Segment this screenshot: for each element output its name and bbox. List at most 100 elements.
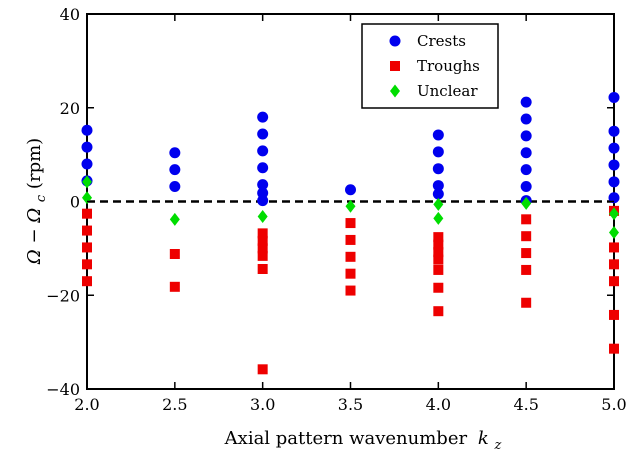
crests-point: [432, 180, 444, 192]
troughs-point: [169, 281, 180, 292]
x-tick-label: 2.5: [162, 395, 187, 414]
axis-ticks: 2.0 2.5 3.0 3.5 4.0 4.5 5.0 −40 −20 0 20 40: [46, 5, 626, 414]
legend: Crests Troughs Unclear: [361, 23, 499, 109]
legend-entry-unclear: Unclear: [390, 82, 478, 100]
crests-point: [520, 147, 532, 159]
y-axis-label-unit: (rpm): [24, 138, 45, 189]
troughs-point: [257, 235, 268, 246]
unclear-point: [433, 211, 444, 225]
unclear-point: [433, 197, 444, 211]
crests-point: [432, 163, 444, 175]
crests-point: [432, 188, 444, 200]
y-tick-label: 40: [60, 5, 80, 24]
troughs-point: [257, 243, 268, 254]
crests-point: [257, 162, 269, 174]
x-tick-label: 4.0: [426, 395, 451, 414]
troughs-point: [433, 306, 444, 317]
troughs-point: [521, 264, 532, 275]
series-unclear: [82, 175, 619, 239]
legend-marker-troughs: [390, 61, 400, 71]
troughs-point: [521, 214, 532, 225]
crests-point: [520, 164, 532, 176]
crests-point: [608, 125, 620, 137]
series-troughs: [82, 205, 619, 375]
crests-point: [608, 142, 620, 154]
y-tick-label: −40: [46, 380, 80, 399]
crests-point: [520, 113, 532, 125]
y-tick-label: −20: [46, 286, 80, 305]
crests-point: [432, 129, 444, 141]
troughs-point: [609, 309, 619, 320]
x-tick-label: 3.5: [338, 395, 363, 414]
troughs-point: [609, 276, 619, 287]
crests-point: [608, 192, 620, 204]
y-tick-label: 0: [70, 193, 80, 212]
x-axis-label: Axial pattern wavenumber k z: [224, 428, 502, 453]
unclear-point: [82, 175, 92, 189]
legend-entry-troughs: Troughs: [390, 57, 480, 75]
crests-point: [169, 147, 181, 159]
x-tick-label: 3.0: [250, 395, 275, 414]
troughs-point: [433, 282, 444, 293]
x-axis-label-subscript: z: [493, 438, 501, 453]
y-axis-label-main: Ω − Ω: [24, 208, 45, 265]
legend-box: [361, 23, 499, 109]
unclear-point: [169, 212, 180, 226]
crests-point: [257, 128, 269, 140]
troughs-point: [345, 218, 356, 229]
troughs-point: [433, 264, 444, 275]
unclear-point: [345, 199, 356, 213]
troughs-point: [433, 254, 444, 265]
crests-point: [81, 141, 93, 153]
crests-point: [520, 130, 532, 142]
troughs-point: [345, 251, 356, 262]
crests-point: [257, 179, 269, 191]
x-axis-label-symbol: k: [478, 428, 489, 449]
x-tick-label: 5.0: [601, 395, 626, 414]
troughs-point: [82, 259, 92, 270]
legend-entry-crests: Crests: [389, 32, 466, 50]
legend-label: Unclear: [417, 82, 478, 100]
troughs-point: [345, 268, 356, 279]
troughs-point: [82, 242, 92, 253]
x-tick-label: 2.0: [74, 395, 99, 414]
crests-point: [81, 158, 93, 170]
crests-point: [608, 159, 620, 171]
troughs-point: [521, 231, 532, 242]
y-axis-label: Ω − Ω c (rpm): [24, 138, 50, 265]
troughs-point: [521, 297, 532, 308]
troughs-point: [433, 247, 444, 258]
unclear-point: [609, 225, 619, 239]
troughs-point: [433, 232, 444, 243]
unclear-point: [257, 210, 268, 223]
crests-point: [608, 176, 620, 188]
data-markers: [81, 91, 620, 375]
troughs-point: [257, 264, 268, 274]
unclear-point: [521, 196, 532, 210]
legend-marker-unclear: [390, 84, 400, 98]
crests-point: [257, 111, 269, 123]
x-tick-label: 4.5: [513, 395, 538, 414]
troughs-point: [82, 208, 92, 219]
troughs-point: [609, 242, 619, 253]
legend-label: Troughs: [417, 57, 480, 75]
troughs-point: [609, 259, 619, 270]
troughs-point: [82, 225, 92, 236]
crests-point: [257, 195, 269, 207]
crests-point: [520, 181, 532, 192]
y-axis-label-subscript: c: [34, 194, 49, 202]
crests-point: [345, 184, 356, 196]
troughs-point: [82, 276, 92, 287]
troughs-point: [345, 234, 356, 245]
crests-point: [608, 91, 620, 103]
unclear-point: [609, 207, 619, 221]
troughs-point: [169, 249, 180, 259]
crests-point: [520, 96, 532, 108]
crests-point: [169, 164, 181, 176]
crests-point: [169, 181, 181, 192]
crests-point: [257, 145, 269, 157]
y-tick-label: 20: [60, 99, 80, 118]
x-axis-label-text: Axial pattern wavenumber: [224, 428, 468, 449]
troughs-point: [257, 250, 268, 261]
